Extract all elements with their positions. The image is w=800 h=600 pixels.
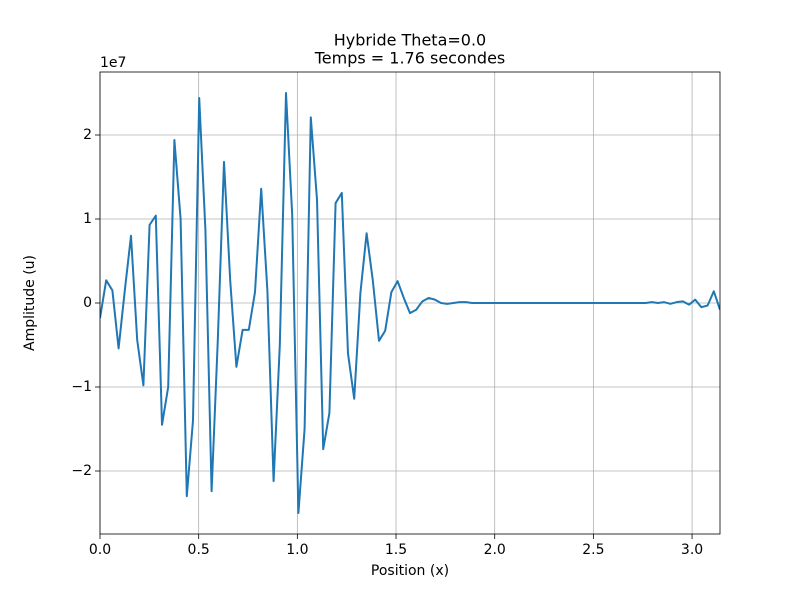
data-line (100, 92, 720, 514)
plot-frame (99, 71, 721, 535)
y-offset-label: 1e7 (100, 55, 126, 71)
y-tick-label: 0 (83, 295, 92, 311)
x-tick-label: 1.5 (385, 542, 407, 558)
y-axis-label: Amplitude (u) (22, 255, 38, 351)
x-axis-label: Position (x) (371, 563, 449, 579)
x-tick-label: 2.5 (582, 542, 604, 558)
y-tick-label: 2 (83, 127, 92, 143)
x-tick-label: 0.0 (89, 542, 111, 558)
x-tick-label: 3.0 (681, 542, 703, 558)
x-tick-label: 0.5 (188, 542, 210, 558)
y-tick-label: 1 (83, 211, 92, 227)
x-tick-label: 1.0 (286, 542, 308, 558)
y-tick-label: −2 (71, 463, 92, 479)
chart-subtitle: Temps = 1.76 secondes (314, 49, 506, 68)
y-tick-label: −1 (71, 379, 92, 395)
chart-title: Hybride Theta=0.0 (334, 31, 486, 50)
x-tick-label: 2.0 (484, 542, 506, 558)
